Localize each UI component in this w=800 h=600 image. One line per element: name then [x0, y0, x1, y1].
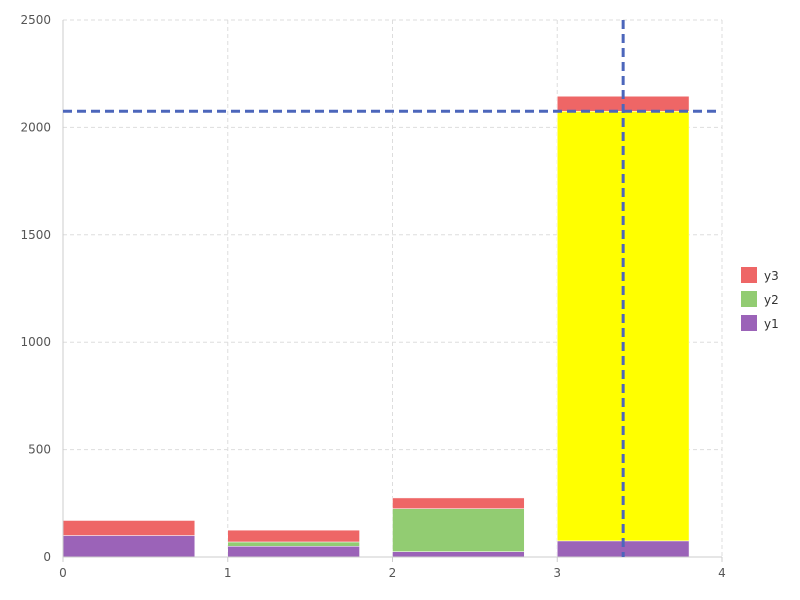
y-tick-label: 500: [28, 443, 51, 457]
x-tick-label: 3: [553, 566, 561, 580]
legend-label-y3: y3: [764, 269, 779, 283]
legend-label-y2: y2: [764, 293, 779, 307]
bar-segment-y3: [392, 497, 525, 509]
legend-swatch-y1: [741, 315, 757, 331]
bar-segment-y2: [227, 541, 360, 547]
y-tick-label: 1500: [20, 228, 51, 242]
bar-segment-y1: [62, 535, 196, 558]
y-tick-label: 2500: [20, 13, 51, 27]
x-tick-label: 4: [718, 566, 726, 580]
legend-swatch-y3: [741, 267, 757, 283]
bars: [62, 96, 690, 558]
bar-segment-y1: [227, 546, 360, 558]
crosshair: [63, 20, 718, 557]
x-tick-label: 2: [389, 566, 397, 580]
y-tick-label: 2000: [20, 120, 51, 134]
legend-label-y1: y1: [764, 317, 779, 331]
y-tick-label: 0: [43, 550, 51, 564]
bar-segment-y3: [62, 520, 196, 536]
legend: y3 y2 y1: [741, 267, 779, 331]
bar-segment-y3: [227, 529, 360, 543]
y-tick-label: 1000: [20, 335, 51, 349]
x-tick-label: 0: [59, 566, 67, 580]
bar-segment-y1: [392, 551, 525, 558]
x-tick-label: 1: [224, 566, 232, 580]
bar-segment-y2: [392, 508, 525, 552]
axes: 0 1 2 3 4 0 500 1000 1500 2000 2500: [20, 13, 725, 580]
legend-swatch-y2: [741, 291, 757, 307]
